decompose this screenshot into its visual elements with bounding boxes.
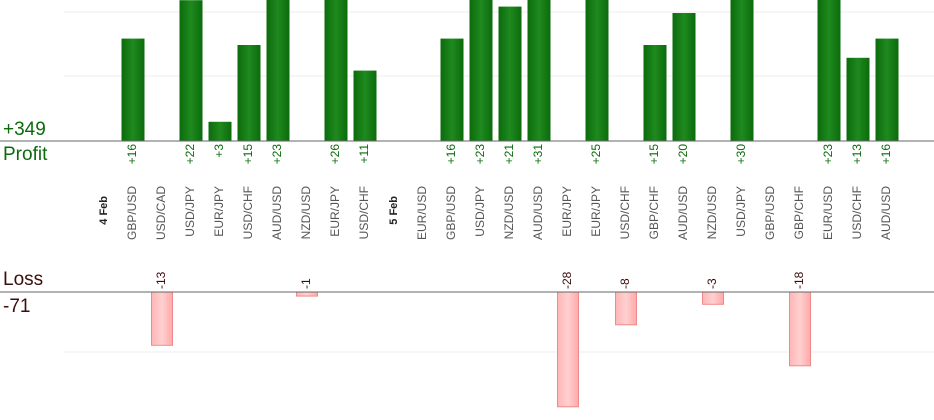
profit-bar [817,0,841,141]
loss-label: Loss [3,269,44,290]
profit-value-label: +26 [328,144,342,165]
profit-value-label: +11 [357,144,371,164]
pair-label: GBP/USD [125,186,139,240]
pair-label: NZD/USD [299,186,313,240]
pair-label: USD/CAD [154,186,168,240]
loss-bar [296,291,318,297]
pair-label: EUR/JPY [328,186,342,237]
pair-label: NZD/USD [502,186,516,240]
labels: 4 Feb GBP/USD +16 USD/CAD -13 USD/JPY +22 EUR/J… [98,144,893,289]
loss-bar [702,291,724,305]
profit-value-label: +31 [531,144,545,165]
loss-value-label: -3 [705,278,719,289]
profit-value-label: +16 [444,144,458,165]
pair-label: EUR/USD [821,186,835,240]
profit-bar [498,6,522,141]
pair-label: GBP/USD [444,186,458,240]
profit-bar [875,38,899,141]
profit-label: Profit [3,144,48,165]
pair-label: EUR/JPY [212,186,226,237]
loss-bar [557,291,579,408]
profit-value-label: +23 [821,144,835,165]
pair-label: GBP/USD [763,186,777,240]
profit-value-label: +15 [647,144,661,165]
profit-value-label: +21 [502,144,516,165]
pair-label: AUD/USD [676,186,690,240]
pair-label: USD/CHF [241,186,255,239]
loss-value-label: -1 [299,278,313,289]
profit-bar [440,38,464,141]
profit-bar [730,0,754,141]
profit-value-label: +20 [676,144,690,165]
pair-label: EUR/JPY [560,186,574,237]
pair-label: AUD/USD [270,186,284,240]
pair-label: GBP/CHF [647,186,661,239]
profit-bar [643,45,667,141]
profit-value-label: +16 [125,144,139,165]
date-label: 4 Feb [98,196,110,225]
profit-value-label: +3 [212,144,226,158]
loss-value-label: -8 [618,278,632,289]
pair-label: USD/CHF [850,186,864,239]
loss-value-label: -18 [792,271,806,289]
loss-bar [789,291,811,367]
pair-label: GBP/CHF [792,186,806,239]
profit-value-label: +13 [850,144,864,165]
pair-label: AUD/USD [879,186,893,240]
profit-bar [237,45,261,141]
profit-bar [469,0,493,141]
profit-bar [179,0,203,142]
pair-label: USD/JPY [183,186,197,237]
loss-value-label: -28 [560,271,574,289]
profit-value-label: +23 [270,144,284,165]
profit-bar [353,70,377,141]
pair-label: USD/JPY [473,186,487,237]
bars [121,0,899,408]
profit-bar [585,0,609,141]
profit-value-label: +16 [879,144,893,165]
pair-label: USD/CHF [357,186,371,239]
loss-bar [151,291,173,346]
profit-bar [121,38,145,141]
pair-label: EUR/USD [415,186,429,240]
profit-bar [324,0,348,141]
profit-bar [527,0,551,141]
profit-bar [208,121,232,141]
profit-value-label: +15 [241,144,255,165]
profit-value-label: +30 [734,144,748,165]
pair-label: EUR/JPY [589,186,603,237]
pair-label: USD/JPY [734,186,748,237]
loss-value-label: -13 [154,271,168,289]
profit-bar [846,57,870,141]
pair-label: AUD/USD [531,186,545,240]
pair-label: USD/CHF [618,186,632,239]
loss-total: -71 [3,296,31,317]
pair-label: NZD/USD [705,186,719,240]
loss-bar [615,291,637,326]
date-label: 5 Feb [388,196,400,225]
profit-value-label: +23 [473,144,487,165]
profit-value-label: +25 [589,144,603,165]
profit-bar [672,13,696,141]
profit-bar [266,0,290,141]
profit-total: +349 [3,119,46,140]
profit-value-label: +22 [183,144,197,165]
